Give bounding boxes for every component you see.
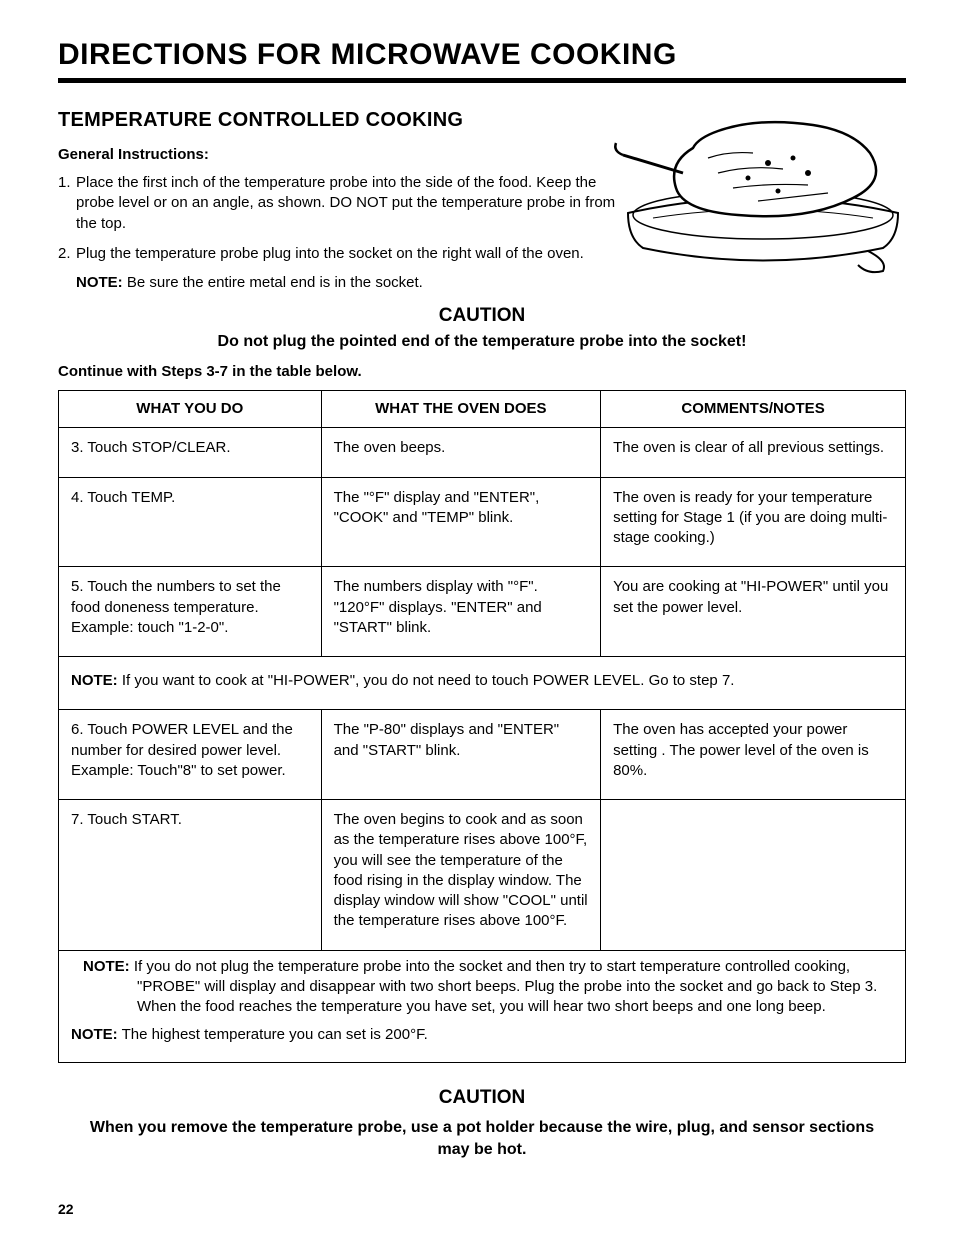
caution-heading: CAUTION <box>58 305 906 327</box>
instruction-item: 1. Place the first inch of the temperatu… <box>58 173 628 234</box>
table-row: 3. Touch STOP/CLEAR. The oven beeps. The… <box>59 428 906 477</box>
note-label: NOTE: <box>76 274 123 291</box>
table-cell: You are cooking at "HI-POWER" until you … <box>601 567 906 657</box>
instruction-number: 1. <box>58 173 71 193</box>
note-label: NOTE: <box>71 1026 118 1043</box>
table-header-row: WHAT YOU DO WHAT THE OVEN DOES COMMENTS/… <box>59 391 906 428</box>
table-row: 7. Touch START. The oven begins to cook … <box>59 800 906 951</box>
table-cell: The "°F" display and "ENTER", "COOK" and… <box>321 477 601 567</box>
table-cell: 5. Touch the numbers to set the food don… <box>59 567 322 657</box>
table-row: 6. Touch POWER LEVEL and the number for … <box>59 710 906 800</box>
table-note-row: NOTE: If you want to cook at "HI-POWER",… <box>59 657 906 710</box>
table-cell: 7. Touch START. <box>59 800 322 951</box>
instruction-text: Plug the temperature probe plug into the… <box>76 245 584 262</box>
table-header: COMMENTS/NOTES <box>601 391 906 428</box>
table-row: 5. Touch the numbers to set the food don… <box>59 567 906 657</box>
note-label: NOTE: <box>83 958 130 975</box>
table-cell: 3. Touch STOP/CLEAR. <box>59 428 322 477</box>
caution-text: Do not plug the pointed end of the tempe… <box>58 333 906 351</box>
bottom-note: NOTE: The highest temperature you can se… <box>71 1025 893 1045</box>
table-cell: The "P-80" displays and "ENTER" and "STA… <box>321 710 601 800</box>
table-cell: 6. Touch POWER LEVEL and the number for … <box>59 710 322 800</box>
caution-heading: CAUTION <box>58 1087 906 1109</box>
table-cell: The oven begins to cook and as soon as t… <box>321 800 601 951</box>
instruction-item: 2. Plug the temperature probe plug into … <box>58 244 628 264</box>
caution-text: When you remove the temperature probe, u… <box>78 1117 886 1162</box>
table-cell: 4. Touch TEMP. <box>59 477 322 567</box>
table-header: WHAT THE OVEN DOES <box>321 391 601 428</box>
bottom-note: NOTE: If you do not plug the temperature… <box>71 957 893 1018</box>
table-cell: The oven is clear of all previous settin… <box>601 428 906 477</box>
instruction-number: 2. <box>58 244 71 264</box>
note-text: If you want to cook at "HI-POWER", you d… <box>118 672 735 689</box>
table-cell: The oven is ready for your temperature s… <box>601 477 906 567</box>
table-cell <box>601 800 906 951</box>
page-number: 22 <box>58 1201 906 1217</box>
food-probe-illustration <box>608 103 918 278</box>
table-note-cell: NOTE: If you want to cook at "HI-POWER",… <box>59 657 906 710</box>
instruction-text: Place the first inch of the temperature … <box>76 174 615 232</box>
table-bottom-notes-row: NOTE: If you do not plug the temperature… <box>59 950 906 1062</box>
continue-text: Continue with Steps 3-7 in the table bel… <box>58 363 906 380</box>
note-label: NOTE: <box>71 672 118 689</box>
table-cell: The oven has accepted your power setting… <box>601 710 906 800</box>
top-section: TEMPERATURE CONTROLLED COOKING General I… <box>58 109 906 291</box>
table-cell: The oven beeps. <box>321 428 601 477</box>
note-text: If you do not plug the temperature probe… <box>130 958 878 1016</box>
instructions-list: 1. Place the first inch of the temperatu… <box>58 173 628 264</box>
page-title: DIRECTIONS FOR MICROWAVE COOKING <box>58 38 906 83</box>
steps-table: WHAT YOU DO WHAT THE OVEN DOES COMMENTS/… <box>58 390 906 1063</box>
note-text: The highest temperature you can set is 2… <box>118 1026 428 1043</box>
table-row: 4. Touch TEMP. The "°F" display and "ENT… <box>59 477 906 567</box>
table-header: WHAT YOU DO <box>59 391 322 428</box>
table-cell: The numbers display with "°F". "120°F" d… <box>321 567 601 657</box>
note-text: Be sure the entire metal end is in the s… <box>123 274 423 291</box>
table-bottom-notes: NOTE: If you do not plug the temperature… <box>59 950 906 1062</box>
